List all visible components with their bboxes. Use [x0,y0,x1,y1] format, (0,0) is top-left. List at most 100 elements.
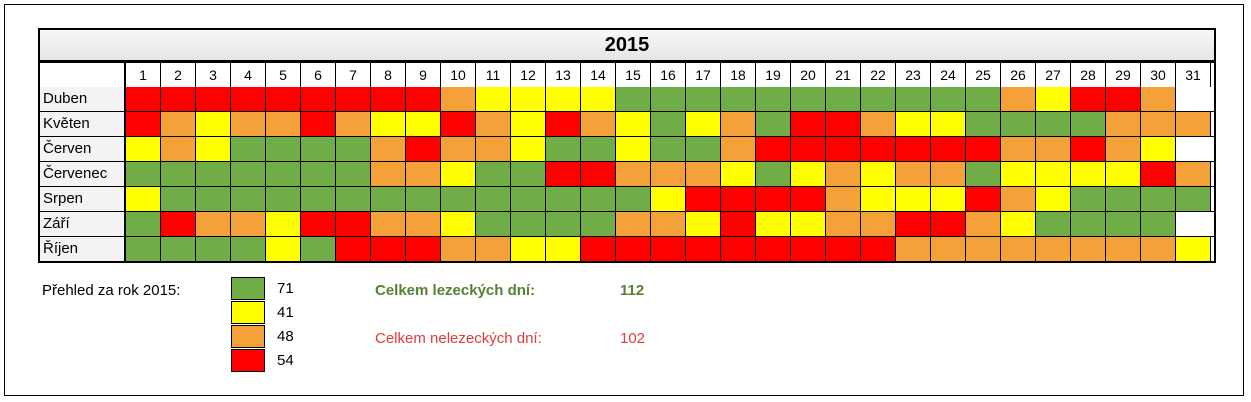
day-cell [1071,162,1106,186]
day-cell [1036,87,1071,111]
day-cell [266,112,301,136]
day-cell [511,87,546,111]
climbing-days-value: 112 [620,282,645,299]
day-number: 10 [441,63,476,87]
day-cell [1001,137,1036,161]
day-cell [966,112,1001,136]
day-cell [791,87,826,111]
day-number: 25 [966,63,1001,87]
day-cell [931,87,966,111]
day-cell [1071,112,1106,136]
day-cell [616,87,651,111]
day-cell [896,137,931,161]
month-row: Září [40,211,1214,236]
legend-swatch [231,324,265,348]
day-cell [231,212,266,236]
day-cell [966,212,1001,236]
day-cell [161,162,196,186]
day-cell [301,212,336,236]
day-cell [406,87,441,111]
day-cell [826,137,861,161]
day-cell [511,112,546,136]
summary-label: Přehled za rok 2015: [42,282,181,299]
day-cell [371,112,406,136]
day-cell [616,137,651,161]
day-cell [406,137,441,161]
climbing-days-label: Celkem lezeckých dní: [375,282,536,299]
day-cell [196,162,231,186]
day-cell [1071,87,1106,111]
day-cell [826,87,861,111]
day-cell [686,162,721,186]
day-cell [441,112,476,136]
day-number: 23 [896,63,931,87]
day-cell [1001,162,1036,186]
day-cell [616,112,651,136]
day-cell [581,212,616,236]
day-number: 12 [511,63,546,87]
day-cell [336,112,371,136]
day-cell [861,187,896,211]
day-cell [651,212,686,236]
day-cell [966,87,1001,111]
day-cell [756,187,791,211]
day-cell [196,112,231,136]
day-cell [266,187,301,211]
day-cell [861,137,896,161]
day-number: 1 [126,63,161,87]
month-label: Květen [40,112,126,136]
day-cell [791,187,826,211]
month-row: Květen [40,111,1214,136]
month-rows: Duben Květen Červen Červenec Srpen Září Říjen [40,87,1214,261]
day-cell [931,137,966,161]
day-cell [581,187,616,211]
day-cell [1001,237,1036,261]
day-cell [721,187,756,211]
day-cell [1106,87,1141,111]
day-cell [1141,212,1176,236]
day-cell [1141,137,1176,161]
month-row: Duben [40,87,1214,111]
day-cell [511,237,546,261]
day-cell [966,237,1001,261]
day-cell [126,137,161,161]
day-cell [616,237,651,261]
day-cell [1141,87,1176,111]
day-number: 15 [616,63,651,87]
day-cell [196,212,231,236]
day-cell [616,162,651,186]
legend-item: 41 [231,300,294,324]
day-cell [686,87,721,111]
day-cell [861,237,896,261]
day-cell [546,162,581,186]
day-cell [1036,137,1071,161]
day-cell [826,162,861,186]
day-cell [861,162,896,186]
day-cell [1141,187,1176,211]
day-cell [1141,112,1176,136]
day-cell [686,237,721,261]
day-cell [1106,187,1141,211]
day-number: 14 [581,63,616,87]
day-cell [546,87,581,111]
day-cell [791,212,826,236]
day-cell [861,87,896,111]
day-cell [756,112,791,136]
day-cell [1106,137,1141,161]
calendar-table: 2015 1 2 3 4 5 6 7 8 9 10 11 12 13 14 15 16 17 18 19 20 21 22… [38,28,1216,263]
day-cell [126,187,161,211]
day-cell [791,137,826,161]
day-number: 4 [231,63,266,87]
day-cell [126,212,161,236]
day-cell [301,87,336,111]
legend-item: 71 [231,276,294,300]
day-cell [686,187,721,211]
month-row: Říjen [40,236,1214,261]
day-cell [1176,187,1211,211]
day-number: 28 [1071,63,1106,87]
day-cell [1001,112,1036,136]
day-number: 18 [721,63,756,87]
legend-swatch [231,300,265,324]
day-cell [756,212,791,236]
day-cell [371,212,406,236]
